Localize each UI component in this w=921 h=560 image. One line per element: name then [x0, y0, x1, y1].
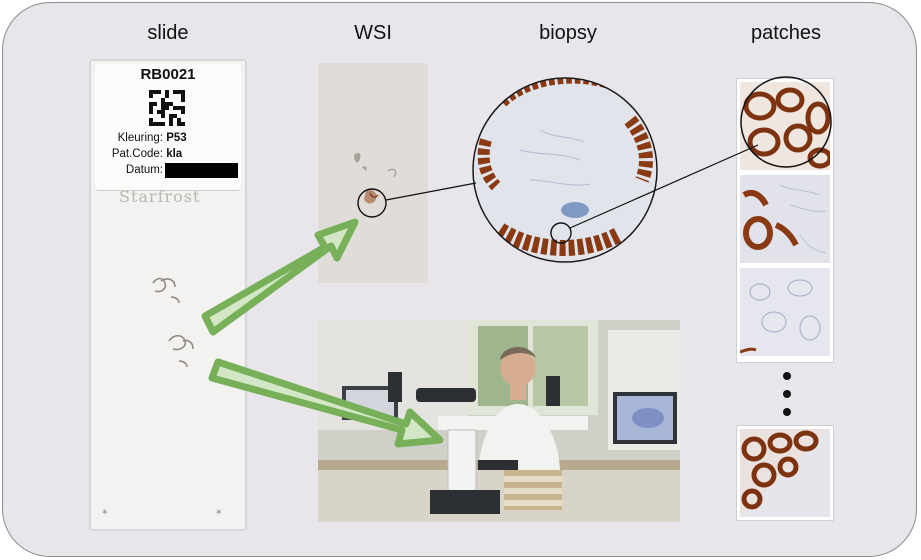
- patches-strip: [736, 78, 834, 363]
- heading-slide: slide: [147, 22, 189, 44]
- slide-tissue-sections: ✶ ✶: [101, 277, 223, 517]
- heading-biopsy: biopsy: [539, 22, 597, 44]
- ellipsis-dot-2: [783, 390, 791, 398]
- svg-text:✶: ✶: [101, 507, 109, 517]
- wsi-roi-circle: [357, 188, 387, 218]
- redacted-date: [165, 163, 238, 178]
- biopsy-zoom: [472, 77, 658, 263]
- svg-text:✶: ✶: [215, 507, 223, 517]
- patch-last: [736, 425, 834, 521]
- patch-n: [740, 429, 830, 517]
- slide-id: RB0021: [140, 66, 196, 83]
- slide-label: RB0021 Kleuring: P53 Pat.Code: kla Datum…: [95, 64, 241, 191]
- slide-brand: Starfrost: [119, 187, 201, 206]
- patch-zoom-line: [569, 144, 759, 229]
- slide-field-patcode: Pat.Code: kla: [111, 148, 183, 160]
- patch-2: [740, 175, 830, 263]
- heading-patches: patches: [750, 22, 822, 44]
- qr-code-icon: [149, 90, 185, 126]
- slide-field-date: Datum:: [125, 164, 163, 176]
- arrow-to-microscope: [208, 358, 444, 448]
- heading-wsi: WSI: [354, 22, 392, 44]
- glass-slide: RB0021 Kleuring: P53 Pat.Code: kla Datum…: [90, 60, 246, 530]
- wsi-zoom-line: [385, 182, 477, 201]
- arrow-to-wsi: [201, 218, 359, 336]
- patch-roi-circle: [740, 76, 832, 168]
- patch-3: [740, 268, 830, 356]
- wsi-tissue: [354, 152, 397, 204]
- ellipsis-dot-3: [783, 408, 791, 416]
- biopsy-roi-circle: [550, 222, 572, 244]
- slide-field-stain: Kleuring: P53: [117, 132, 187, 144]
- ellipsis-dot-1: [783, 372, 791, 380]
